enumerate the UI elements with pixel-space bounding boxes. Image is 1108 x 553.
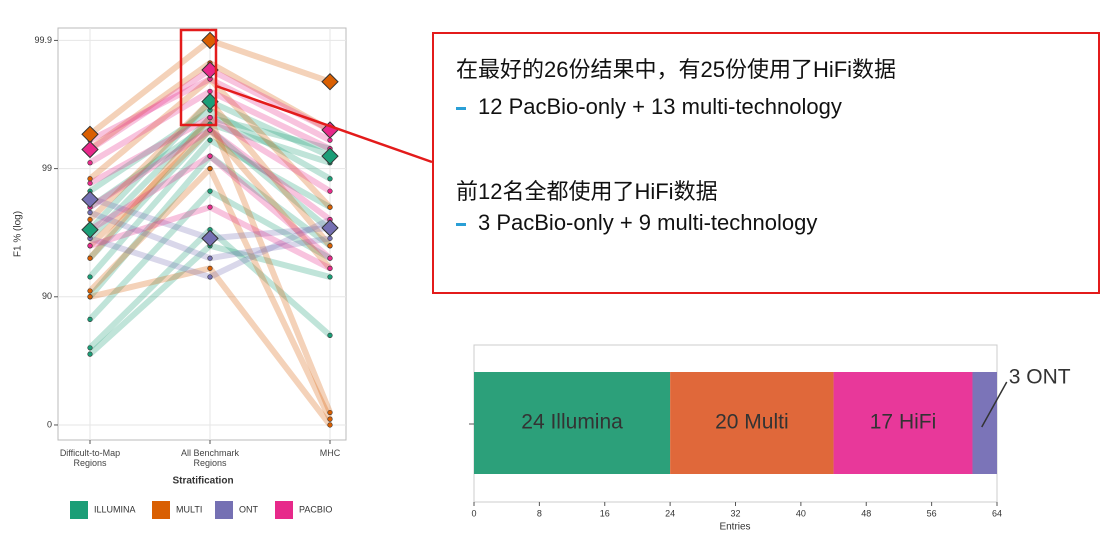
point	[207, 255, 213, 261]
legend-swatch	[152, 501, 170, 519]
point	[207, 265, 213, 271]
leader-line	[981, 381, 1008, 428]
x-tick-label: MHC	[319, 448, 341, 458]
value-label: 20 Multi	[715, 411, 789, 434]
x-tick-label: Difficult-to-Map Regions	[59, 448, 121, 468]
x-tick-label: 40	[796, 508, 806, 518]
point	[207, 127, 213, 133]
highlight-box	[179, 28, 218, 127]
x-tick-label: 24	[665, 508, 675, 518]
point	[327, 332, 333, 338]
point	[207, 166, 213, 172]
point	[327, 422, 333, 428]
value-label: 3 ONT	[1009, 366, 1071, 389]
median-diamond	[321, 219, 339, 237]
bar-segment	[833, 372, 973, 474]
plot-panel	[57, 27, 347, 441]
point	[327, 204, 333, 210]
value-label: 17 HiFi	[870, 411, 937, 434]
median-diamond	[81, 221, 99, 239]
point	[207, 274, 213, 280]
callout-detail: 3 PacBio-only + 9 multi-technology	[456, 210, 817, 236]
median-diamond	[81, 140, 99, 159]
y-tick-label: 90	[42, 291, 52, 301]
point	[207, 114, 213, 121]
legend-swatch	[215, 501, 233, 519]
point	[327, 235, 333, 241]
y-tick-label: 99	[42, 163, 52, 173]
median-diamond	[321, 147, 339, 165]
point	[87, 316, 93, 322]
detail-text: 3 PacBio-only + 9 multi-technology	[478, 210, 818, 235]
legend-label: MULTI	[176, 504, 202, 514]
point	[327, 255, 333, 261]
point	[207, 137, 213, 143]
median-diamond	[81, 190, 99, 209]
legend-label: ONT	[239, 504, 259, 514]
point	[327, 409, 333, 416]
x-axis-label: Entries	[719, 522, 750, 533]
x-tick-label: 16	[600, 508, 610, 518]
median-diamond	[321, 73, 339, 91]
point	[207, 153, 213, 159]
y-tick-label: 99.9	[34, 35, 52, 45]
point	[87, 176, 93, 182]
point	[87, 255, 93, 261]
point	[327, 416, 333, 422]
legend-label: ILLUMINA	[94, 504, 136, 514]
callout-heading: 在最好的26份结果中，有25份使用了HiFi数据	[456, 57, 897, 82]
point	[87, 274, 93, 280]
x-tick-label: All Benchmark Regions	[180, 448, 240, 468]
callout-detail: 12 PacBio-only + 13 multi-technology	[456, 94, 842, 120]
callout-heading: 前12名全都使用了HiFi数据	[456, 179, 718, 204]
point	[87, 288, 93, 294]
point	[87, 180, 93, 186]
point	[207, 188, 213, 194]
value-label: 24 Illumina	[521, 411, 623, 434]
point	[327, 274, 333, 280]
bar-segment	[474, 372, 671, 474]
bar-segment	[670, 372, 834, 474]
legend-swatch	[70, 501, 88, 519]
point	[87, 243, 93, 249]
x-tick-label: 64	[992, 508, 1002, 518]
x-tick-label: 56	[927, 508, 937, 518]
x-axis-label: Stratification	[172, 476, 233, 487]
callout: 在最好的26份结果中，有25份使用了HiFi数据 12 PacBio-only …	[432, 32, 1100, 294]
point	[327, 188, 333, 194]
legend-label: PACBIO	[299, 504, 332, 514]
point	[87, 294, 93, 300]
y-axis-label: F1 % (log)	[13, 211, 24, 257]
detail-text: 12 PacBio-only + 13 multi-technology	[478, 94, 842, 119]
point	[327, 265, 333, 271]
x-tick-label: 48	[861, 508, 871, 518]
x-tick-label: 0	[471, 508, 476, 518]
median-diamond	[201, 229, 219, 248]
x-tick-label: 32	[730, 508, 740, 518]
connector	[215, 84, 433, 164]
point	[327, 176, 333, 182]
y-tick-label: 0	[47, 419, 52, 429]
point	[87, 160, 93, 166]
point	[327, 243, 333, 249]
x-tick-label: 8	[537, 508, 542, 518]
point	[87, 351, 93, 357]
legend-swatch	[275, 501, 293, 519]
point	[87, 209, 93, 216]
point	[207, 204, 213, 210]
point	[87, 345, 93, 351]
